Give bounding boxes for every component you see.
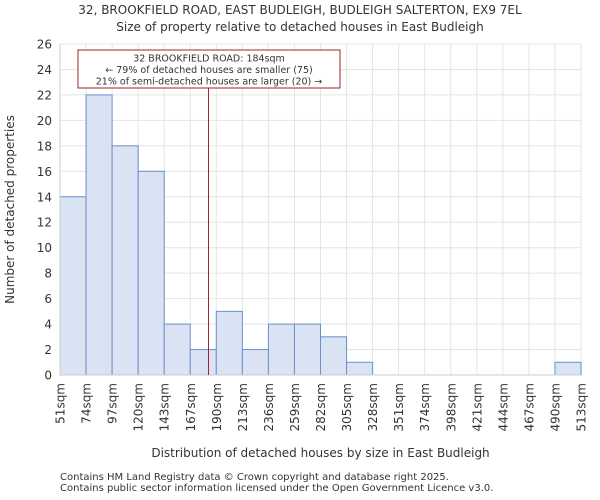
x-axis-label: Distribution of detached houses by size … <box>151 446 489 460</box>
y-tick-label: 20 <box>37 114 52 128</box>
bar <box>320 336 348 376</box>
bar <box>293 323 322 376</box>
y-tick-label: 2 <box>44 343 52 357</box>
x-tick-label: 213sqm <box>236 383 250 431</box>
y-tick-label: 12 <box>37 216 52 230</box>
x-tick-label: 398sqm <box>444 383 458 431</box>
x-tick-label: 143sqm <box>158 383 172 431</box>
bar <box>267 323 295 376</box>
bar <box>137 170 165 376</box>
x-tick-label: 374sqm <box>418 383 432 431</box>
annotation-line2: ← 79% of detached houses are smaller (75… <box>105 65 312 76</box>
x-tick-label: 97sqm <box>106 383 120 424</box>
y-tick-label: 16 <box>37 165 52 179</box>
x-tick-label: 444sqm <box>496 383 510 431</box>
attribution-line2: Contains public sector information licen… <box>60 483 494 494</box>
y-axis-label: Number of detached properties <box>3 115 17 304</box>
y-tick-label: 4 <box>44 318 52 332</box>
x-tick-label: 167sqm <box>184 383 198 431</box>
bar <box>111 145 139 376</box>
x-tick-labels: 51sqm 74sqm 97sqm 120sqm 143sqm 167sqm 190sqm 2… <box>54 383 589 431</box>
y-tick-label: 6 <box>44 292 52 306</box>
x-tick-label: 467sqm <box>522 383 536 431</box>
bar <box>215 310 243 376</box>
annotation-box <box>77 49 341 89</box>
chart-title-line2: Size of property relative to detached ho… <box>116 20 483 34</box>
y-tick-label: 24 <box>37 63 52 77</box>
x-tick-label: 51sqm <box>54 383 68 424</box>
x-tick-label: 190sqm <box>210 383 224 431</box>
y-tick-label: 0 <box>44 369 52 383</box>
bars <box>59 94 582 376</box>
attribution-line1: Contains HM Land Registry data © Crown c… <box>60 472 449 483</box>
x-tick-label: 328sqm <box>366 383 380 431</box>
bar <box>189 349 217 376</box>
x-tick-label: 236sqm <box>262 383 276 431</box>
x-tick-label: 513sqm <box>575 383 589 431</box>
y-tick-label: 26 <box>37 38 52 52</box>
bar <box>85 94 113 376</box>
x-tick-label: 351sqm <box>392 383 406 431</box>
chart-title-line1: 32, BROOKFIELD ROAD, EAST BUDLEIGH, BUDL… <box>78 3 522 17</box>
bar <box>163 323 191 376</box>
bar <box>59 196 87 376</box>
x-tick-label: 421sqm <box>470 383 484 431</box>
x-tick-label: 305sqm <box>340 383 354 431</box>
y-tick-label: 8 <box>44 267 52 281</box>
y-tick-label: 18 <box>37 139 52 153</box>
annotation-line1: 32 BROOKFIELD ROAD: 184sqm <box>133 54 285 65</box>
x-tick-label: 120sqm <box>132 383 146 431</box>
y-tick-label: 22 <box>37 88 52 102</box>
attribution: Contains HM Land Registry data © Crown c… <box>60 472 493 494</box>
annotation-line3: 21% of semi-detached houses are larger (… <box>96 77 323 88</box>
x-tick-label: 490sqm <box>548 383 562 431</box>
x-tick-label: 74sqm <box>80 383 94 424</box>
bar <box>241 349 269 376</box>
bar <box>346 361 374 376</box>
y-tick-label: 10 <box>37 241 52 255</box>
x-tick-label: 282sqm <box>314 383 328 431</box>
bar <box>554 361 582 376</box>
x-tick-label: 259sqm <box>288 383 302 431</box>
y-tick-label: 14 <box>37 190 52 204</box>
